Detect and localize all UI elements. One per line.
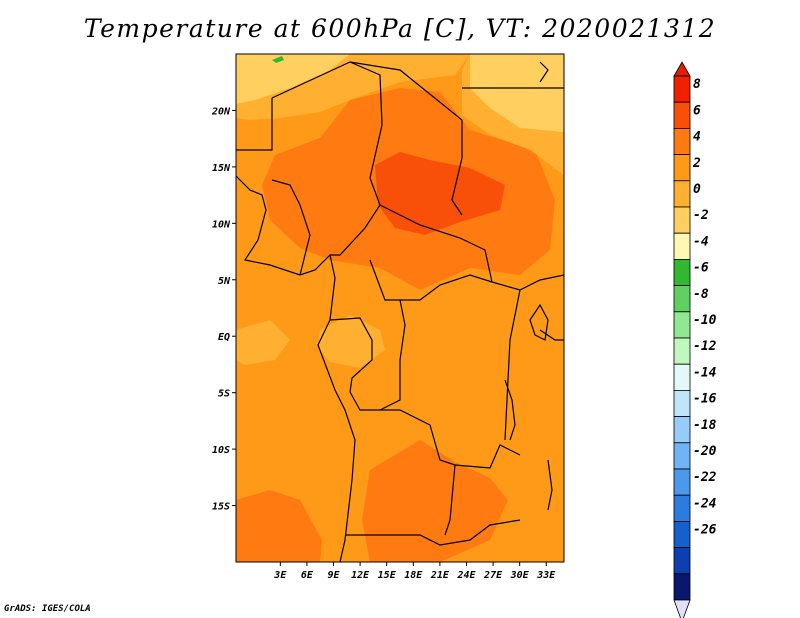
colorbar-top-arrow	[673, 61, 691, 77]
colorbar-segment	[673, 468, 691, 496]
colorbar-label: -6	[693, 261, 709, 276]
lon-tick-label: 12E	[351, 570, 370, 581]
temperature-field	[236, 54, 564, 562]
colorbar-segment	[673, 521, 691, 549]
field-hot-core	[375, 152, 505, 235]
lon-tick-label: 24E	[456, 570, 476, 581]
lon-tick-label: 21E	[430, 570, 450, 581]
field-green-spot	[272, 56, 284, 63]
lat-tick-label: 20N	[211, 106, 231, 117]
lon-tick-label: 18E	[404, 570, 423, 581]
colorbar-segment	[673, 101, 691, 129]
colorbar-segment	[673, 285, 691, 313]
colorbar-labels: 8 6 4 2 0 -2 -4 -6 -8 -10 -12 -14 -16 -18 -20 -22 -24 -26	[692, 77, 717, 537]
colorbar-label: -22	[693, 470, 717, 485]
map-frame	[235, 53, 565, 563]
colorbar-segment	[673, 573, 691, 601]
lake-outlines	[504, 61, 553, 511]
colorbar-segment	[673, 547, 691, 575]
colorbar-label: -10	[693, 313, 717, 328]
map-borders	[236, 61, 564, 562]
colorbar-segment	[673, 258, 691, 286]
lon-tick-label: 30E	[510, 570, 530, 581]
field-warm-south	[362, 440, 508, 562]
latitude-axis: 20N 15N 10N 5N EQ 5S 10S 15S	[211, 106, 236, 513]
colorbar-segment	[673, 206, 691, 234]
border-lines-north	[236, 61, 564, 256]
lat-tick-label: 5S	[218, 389, 230, 400]
colorbar-label: -16	[693, 392, 717, 407]
lat-tick-label: 15S	[212, 502, 230, 513]
field-cold-northeast	[470, 54, 564, 132]
colorbar-label: 2	[692, 156, 701, 171]
border-lines-central	[271, 179, 564, 411]
colorbar-label: -24	[693, 496, 717, 511]
colorbar-segment	[673, 232, 691, 260]
colorbar-label: -18	[693, 418, 717, 433]
lat-tick-label: 5N	[218, 276, 231, 287]
colorbar-segment	[673, 389, 691, 417]
colorbar-segment	[673, 337, 691, 365]
lon-tick-label: 9E	[327, 570, 340, 581]
lon-tick-label: 33E	[536, 570, 556, 581]
colorbar-segment	[673, 416, 691, 444]
colorbar-label: -2	[693, 208, 709, 223]
lat-tick-label: 15N	[212, 163, 231, 174]
field-cool-coast	[236, 320, 290, 365]
colorbar-segment	[673, 363, 691, 391]
colorbar-segment	[673, 311, 691, 339]
grads-credit: GrADS: IGES/COLA	[4, 604, 91, 614]
colorbar-label: -4	[693, 234, 709, 249]
colorbar-label: 8	[693, 77, 701, 92]
colorbar-label: 0	[693, 182, 701, 197]
lon-tick-label: 27E	[483, 570, 503, 581]
colorbar-segment	[673, 127, 691, 155]
colorbar-label: -12	[693, 339, 717, 354]
longitude-axis: 3E 6E 9E 12E 15E 18E 21E 24E 27E 30E 33E	[273, 562, 556, 581]
lon-tick-label: 3E	[273, 570, 287, 581]
lat-tick-label: 10N	[212, 219, 231, 230]
colorbar-segment	[673, 494, 691, 522]
colorbar-label: -8	[693, 287, 709, 302]
colorbar-bottom-arrow	[673, 599, 691, 618]
colorbar-label: -14	[693, 365, 717, 380]
colorbar-segment	[673, 442, 691, 470]
colorbar-label: 4	[693, 130, 701, 145]
colorbar-segment	[673, 180, 691, 208]
field-warm-southwest	[236, 490, 322, 562]
chart-title: Temperature at 600hPa [C], VT: 202002131…	[83, 14, 717, 43]
colorbar	[673, 61, 691, 618]
colorbar-segment	[673, 154, 691, 182]
lat-tick-label: EQ	[218, 332, 230, 343]
colorbar-label: -26	[693, 523, 717, 538]
lon-tick-label: 15E	[378, 570, 397, 581]
border-lines-south	[345, 289, 564, 546]
colorbar-segment	[673, 75, 691, 103]
field-cool-equator	[318, 315, 385, 368]
lon-tick-label: 6E	[301, 570, 314, 581]
colorbar-label: 6	[693, 103, 701, 118]
lat-tick-label: 10S	[212, 445, 230, 456]
colorbar-label: -20	[693, 444, 717, 459]
field-cold-northwest	[236, 54, 350, 104]
